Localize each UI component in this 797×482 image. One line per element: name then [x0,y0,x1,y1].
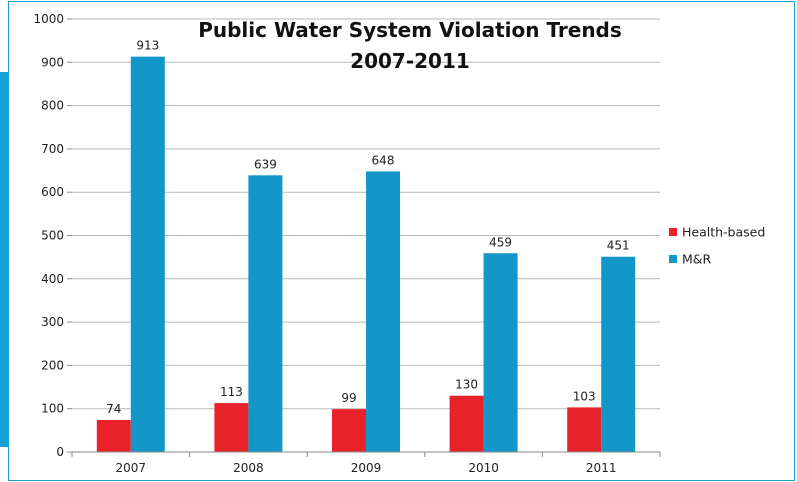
x-tick-label: 2011 [586,461,617,475]
data-labels: 74 913 113 639 99 648 130 459 103 451 [106,39,629,416]
y-tick-label: 200 [41,358,64,372]
data-label: 451 [607,239,630,253]
x-tick-label: 2009 [351,461,382,475]
y-tick-label: 800 [41,99,64,113]
legend-swatch-m-r [669,255,677,263]
y-tick-label: 1000 [33,12,64,26]
y-tick-label: 0 [56,445,64,459]
bar-health-based-2011 [567,407,602,452]
x-tick-label: 2010 [468,461,499,475]
bar-health-based-2007 [96,419,131,452]
x-axis-ticks: 2007 2008 2009 2010 2011 [71,452,661,475]
legend-label-m-r: M&R [682,252,712,267]
data-label: 99 [341,391,356,405]
bar-health-based-2010 [449,395,484,452]
gridlines [72,18,660,410]
data-label: 130 [455,378,478,392]
legend: Health-based M&R [669,225,765,267]
y-axis-ticks: 0 100 200 300 400 500 600 700 800 900 1000 [33,12,72,459]
bar-m-r-2009 [366,171,400,452]
left-accent-strip [0,72,8,447]
legend-label-health-based: Health-based [682,225,765,240]
bar-m-r-2011 [601,256,636,452]
data-label: 913 [136,39,159,53]
data-label: 113 [220,385,243,399]
bars [96,56,636,453]
x-tick-label: 2008 [233,461,264,475]
y-tick-label: 900 [41,55,64,69]
data-label: 648 [372,153,395,167]
data-label: 459 [489,235,512,249]
y-tick-label: 100 [41,402,64,416]
y-tick-label: 300 [41,315,64,329]
bar-health-based-2009 [332,409,366,452]
x-tick-label: 2007 [116,461,147,475]
data-label: 74 [106,402,121,416]
bar-m-r-2007 [130,56,165,453]
chart-title-line-2: 2007-2011 [350,49,470,73]
chart-title-line-1: Public Water System Violation Trends [198,18,622,42]
legend-swatch-health-based [669,228,677,236]
y-tick-label: 500 [41,229,64,243]
data-label: 103 [573,389,596,403]
y-tick-label: 700 [41,142,64,156]
y-tick-label: 400 [41,272,64,286]
y-tick-label: 600 [41,185,64,199]
data-label: 639 [254,157,277,171]
bar-m-r-2010 [483,253,518,452]
bar-m-r-2008 [248,175,283,453]
bar-health-based-2008 [214,403,249,452]
